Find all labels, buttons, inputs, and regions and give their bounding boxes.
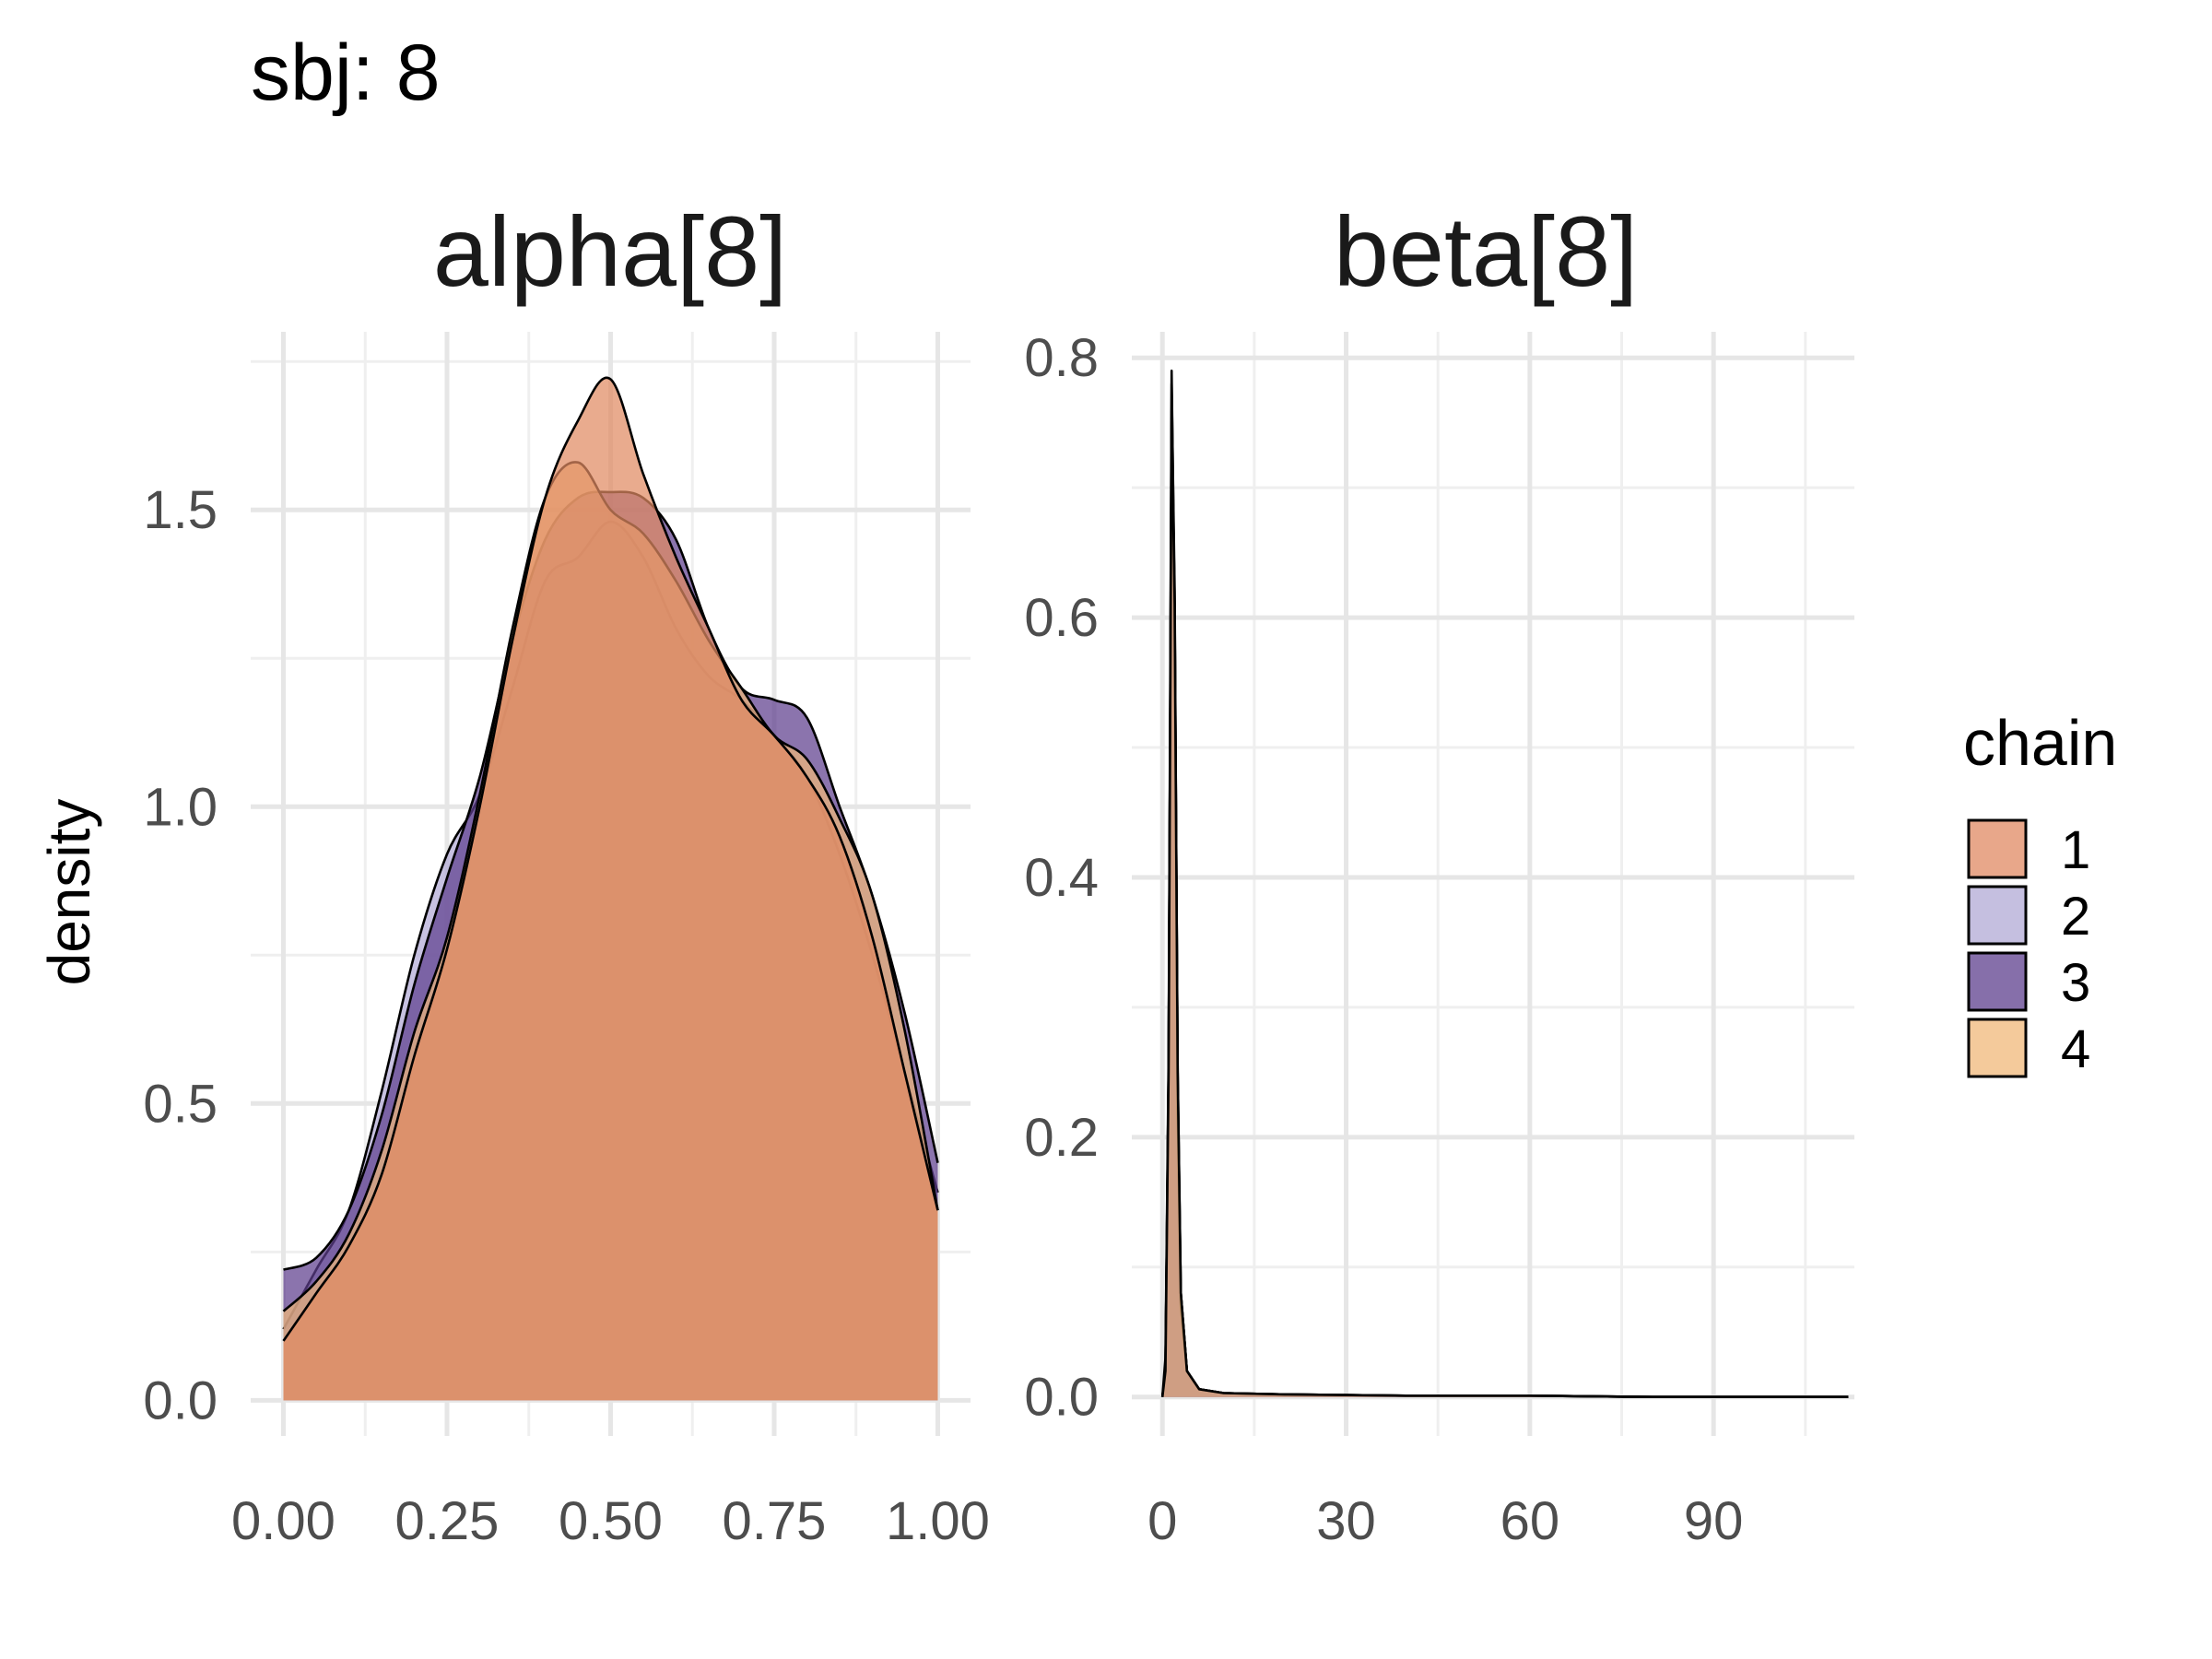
x-tick-label-alpha: 0.75 bbox=[723, 1491, 827, 1551]
y-tick-label-alpha: 0.5 bbox=[143, 1074, 218, 1134]
legend: chain 1 234 bbox=[1963, 707, 2117, 1079]
panel-alpha-title: alpha[8] bbox=[433, 195, 787, 307]
x-tick-label-alpha: 0.50 bbox=[559, 1491, 663, 1551]
grid-beta bbox=[1132, 332, 1854, 1436]
density-line-chain-4 bbox=[1160, 408, 1849, 1398]
x-tick-label-alpha: 0.25 bbox=[395, 1491, 500, 1551]
panel-alpha: alpha[8] 0.00 0.25 0.50 0.75 1.00 0.0 0.5 1.0 1.… bbox=[143, 195, 990, 1551]
x-tick-label-beta: 0 bbox=[1147, 1491, 1177, 1551]
y-tick-label-beta: 0.2 bbox=[1024, 1108, 1099, 1168]
density-areas-alpha bbox=[282, 376, 939, 1401]
density-area-chain-3 bbox=[1162, 371, 1849, 1397]
y-tick-label-beta: 0.8 bbox=[1024, 328, 1099, 388]
density-line-chain-3 bbox=[1160, 370, 1849, 1398]
legend-label-chain-2: 2 bbox=[2061, 887, 2090, 947]
legend-swatch-chain-3 bbox=[1967, 951, 2028, 1012]
y-tick-label-beta: 0.4 bbox=[1024, 848, 1099, 908]
x-tick-label-beta: 60 bbox=[1500, 1491, 1560, 1551]
figure-title: sbj: 8 bbox=[251, 29, 441, 117]
x-tick-label-beta: 90 bbox=[1684, 1491, 1744, 1551]
legend-label-chain-1: 1 bbox=[2061, 820, 2090, 880]
density-area-chain-2 bbox=[1162, 383, 1849, 1397]
panel-beta-title: beta[8] bbox=[1334, 195, 1638, 307]
density-line-chain-2 bbox=[1160, 382, 1849, 1398]
legend-label-chain-4: 4 bbox=[2061, 1019, 2090, 1079]
density-area-chain-1 bbox=[283, 377, 938, 1401]
y-tick-label-alpha: 1.5 bbox=[143, 480, 218, 540]
y-tick-label-beta: 0.0 bbox=[1024, 1368, 1099, 1428]
y-tick-label-beta: 0.6 bbox=[1024, 588, 1099, 648]
panel-beta: beta[8] 0 30 60 90 0.0 0.2 0.4 0.6 0.8 bbox=[1024, 195, 1854, 1551]
legend-swatch-chain-2 bbox=[1967, 885, 2028, 946]
x-tick-label-beta: 30 bbox=[1316, 1491, 1376, 1551]
y-tick-label-alpha: 1.0 bbox=[143, 777, 218, 837]
x-tick-label-alpha: 0.00 bbox=[231, 1491, 335, 1551]
x-tick-label-alpha: 1.00 bbox=[886, 1491, 990, 1551]
density-areas-beta bbox=[1160, 370, 1849, 1398]
y-axis-label: density bbox=[36, 799, 102, 986]
density-line-chain-1 bbox=[282, 376, 939, 1342]
legend-title: chain bbox=[1963, 707, 2117, 779]
legend-swatch-chain-1 bbox=[1967, 818, 2028, 879]
legend-swatch-chain-4 bbox=[1967, 1018, 2028, 1078]
legend-label-chain-3: 3 bbox=[2061, 953, 2090, 1013]
density-area-chain-4 bbox=[1162, 409, 1849, 1397]
density-area-chain-1 bbox=[1162, 422, 1849, 1397]
y-tick-label-alpha: 0.0 bbox=[143, 1371, 218, 1430]
density-line-chain-1 bbox=[1160, 421, 1849, 1398]
